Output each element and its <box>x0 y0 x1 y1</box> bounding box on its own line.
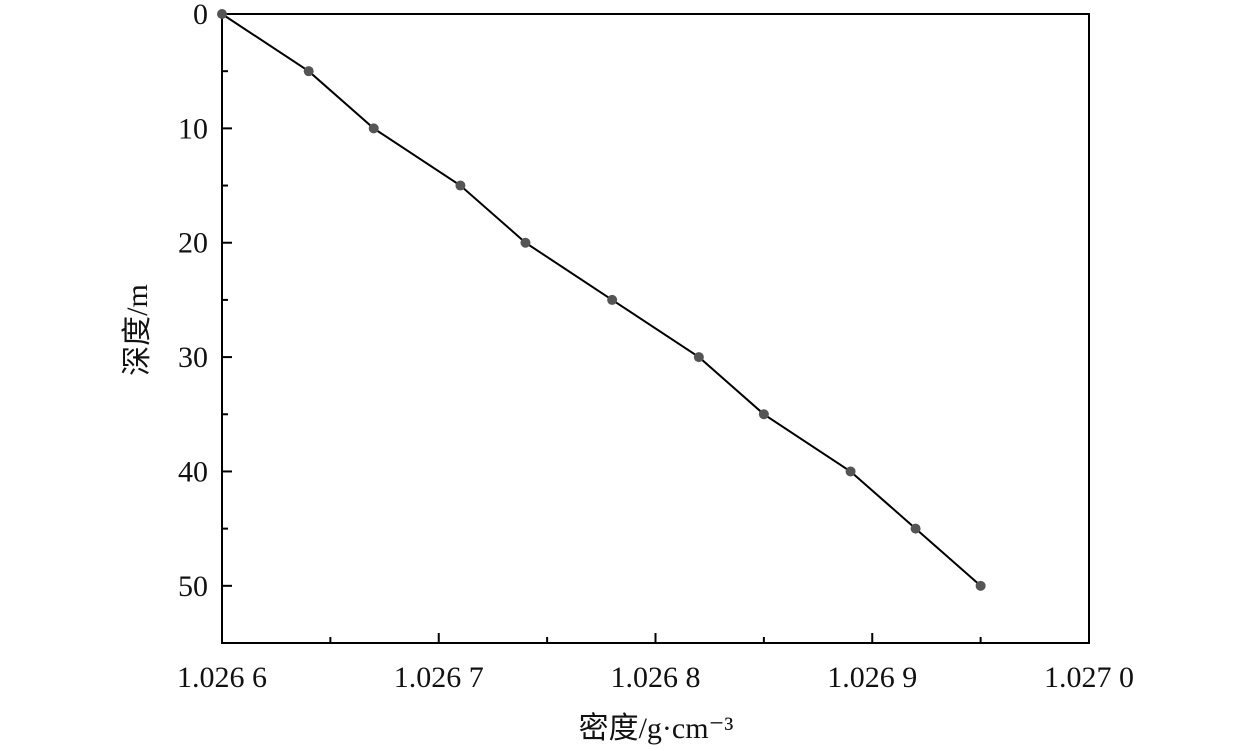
data-point <box>758 409 769 420</box>
plot-area <box>217 9 986 591</box>
y-tick-label: 10 <box>178 112 208 145</box>
x-tick-label: 1.026 9 <box>827 661 917 694</box>
data-point <box>217 9 227 19</box>
y-tick-label: 40 <box>178 455 208 488</box>
data-point <box>303 66 314 77</box>
data-point <box>607 294 618 305</box>
x-tick-label: 1.026 6 <box>177 661 267 694</box>
y-tick-label: 30 <box>178 341 208 374</box>
data-point <box>975 580 986 591</box>
y-tick-label: 50 <box>178 570 208 603</box>
series-line <box>221 13 982 587</box>
y-axis-title: 深度/m <box>121 284 154 376</box>
y-tick-label: 0 <box>193 0 208 31</box>
data-point <box>910 523 921 534</box>
x-tick-label: 1.026 7 <box>394 661 484 694</box>
data-point <box>693 352 704 363</box>
y-axis-ticks: 0 10 20 30 40 50 <box>178 0 232 603</box>
x-tick-label: 1.026 8 <box>611 661 701 694</box>
data-point <box>455 180 466 191</box>
x-tick-label: 1.027 0 <box>1044 661 1134 694</box>
x-axis-title: 密度/g·cm⁻³ <box>579 712 734 745</box>
x-axis-ticks: 1.026 6 1.026 7 1.026 8 1.026 9 1.027 0 <box>177 633 1134 694</box>
data-point <box>520 237 531 248</box>
data-point <box>368 123 379 134</box>
data-point <box>845 466 856 477</box>
y-tick-label: 20 <box>178 227 208 260</box>
